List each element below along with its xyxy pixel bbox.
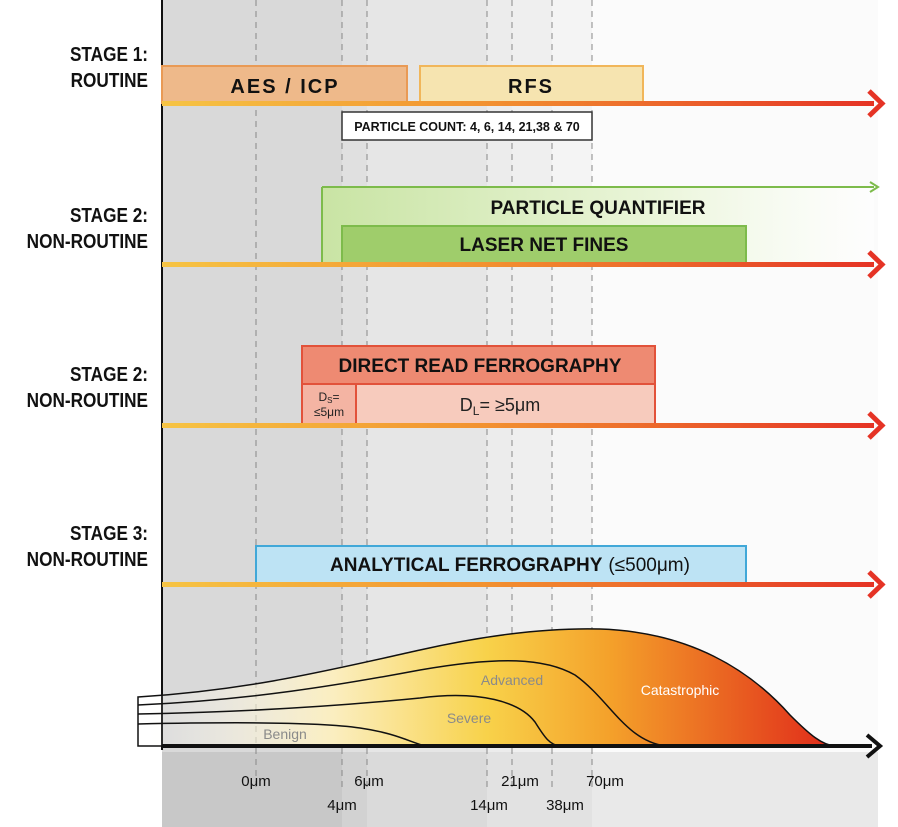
severe-label: Severe bbox=[447, 710, 492, 726]
stage1-subtitle: ROUTINE bbox=[70, 70, 148, 92]
stage2a-title: STAGE 2: bbox=[69, 205, 148, 227]
stage2b-title: STAGE 2: bbox=[69, 364, 148, 386]
bottom-axis bbox=[162, 733, 884, 759]
particle-quantifier-label: PARTICLE QUANTIFIER bbox=[491, 198, 706, 219]
rfs-bar bbox=[419, 65, 644, 104]
dl-label: DL= ≥5μm bbox=[460, 395, 540, 418]
benign-curve bbox=[137, 722, 426, 747]
aes-icp-label: AES / ICP bbox=[230, 76, 339, 98]
size-label-14: 14μm bbox=[470, 797, 508, 814]
stage1-arrow bbox=[162, 89, 886, 118]
direct-read-label: DIRECT READ FERROGRAPHY bbox=[339, 356, 622, 377]
size-label-38: 38μm bbox=[546, 797, 584, 814]
size-label-6: 6μm bbox=[354, 773, 383, 790]
catastrophic-label: Catastrophic bbox=[641, 682, 720, 698]
stage2b-label: STAGE 2: NON-ROUTINE bbox=[19, 362, 148, 414]
severe-curve bbox=[137, 694, 561, 747]
dl-box bbox=[355, 383, 656, 425]
stage2b-subtitle: NON-ROUTINE bbox=[26, 390, 149, 412]
size-label-70: 70μm bbox=[586, 773, 624, 790]
stage3-title: STAGE 3: bbox=[69, 523, 148, 545]
aes-icp-bar bbox=[161, 65, 408, 104]
wear-curves bbox=[137, 628, 836, 747]
laser-net-fines-label: LASER NET FINES bbox=[460, 235, 629, 256]
stage2b-bars: DIRECT READ FERROGRAPHY DS= ≤5μm DL= ≥5μ… bbox=[301, 345, 656, 425]
analytical-ferrography-label: ANALYTICAL FERROGRAPHY (≤500μm) bbox=[330, 555, 690, 576]
stage3-subtitle: NON-ROUTINE bbox=[26, 549, 149, 571]
size-label-0: 0μm bbox=[241, 773, 270, 790]
stage1-title: STAGE 1: bbox=[69, 44, 148, 66]
stage3-bars: ANALYTICAL FERROGRAPHY (≤500μm) bbox=[255, 545, 747, 584]
ds-label: DS= bbox=[318, 390, 339, 405]
stage2a-label: STAGE 2: NON-ROUTINE bbox=[19, 203, 148, 255]
particle-count-label: PARTICLE COUNT: 4, 6, 14, 21,38 & 70 bbox=[354, 120, 580, 134]
stage1-label: STAGE 1: ROUTINE bbox=[19, 42, 148, 94]
stage1-bars: AES / ICP RFS bbox=[161, 65, 644, 104]
ds-value: ≤5μm bbox=[314, 405, 344, 419]
stage2b-arrow bbox=[162, 411, 886, 440]
stage2a-bars: PARTICLE QUANTIFIER LASER NET FINES bbox=[321, 181, 880, 264]
size-label-4: 4μm bbox=[327, 797, 356, 814]
rfs-label: RFS bbox=[508, 76, 554, 98]
stage2a-arrow bbox=[162, 250, 886, 279]
size-label-21: 21μm bbox=[501, 773, 539, 790]
advanced-curve bbox=[137, 659, 666, 747]
ds-box bbox=[301, 383, 357, 425]
particle-count-box bbox=[341, 111, 593, 141]
stage3-arrow bbox=[162, 570, 886, 599]
size-labels: 0μm 4μm 6μm 14μm 21μm 38μm 70μm bbox=[241, 773, 624, 814]
advanced-label: Advanced bbox=[481, 672, 543, 688]
stage2a-subtitle: NON-ROUTINE bbox=[26, 231, 149, 253]
stage3-label: STAGE 3: NON-ROUTINE bbox=[19, 521, 148, 573]
direct-read-bar bbox=[301, 345, 656, 385]
catastrophic-area bbox=[137, 628, 836, 747]
benign-label: Benign bbox=[263, 726, 307, 742]
